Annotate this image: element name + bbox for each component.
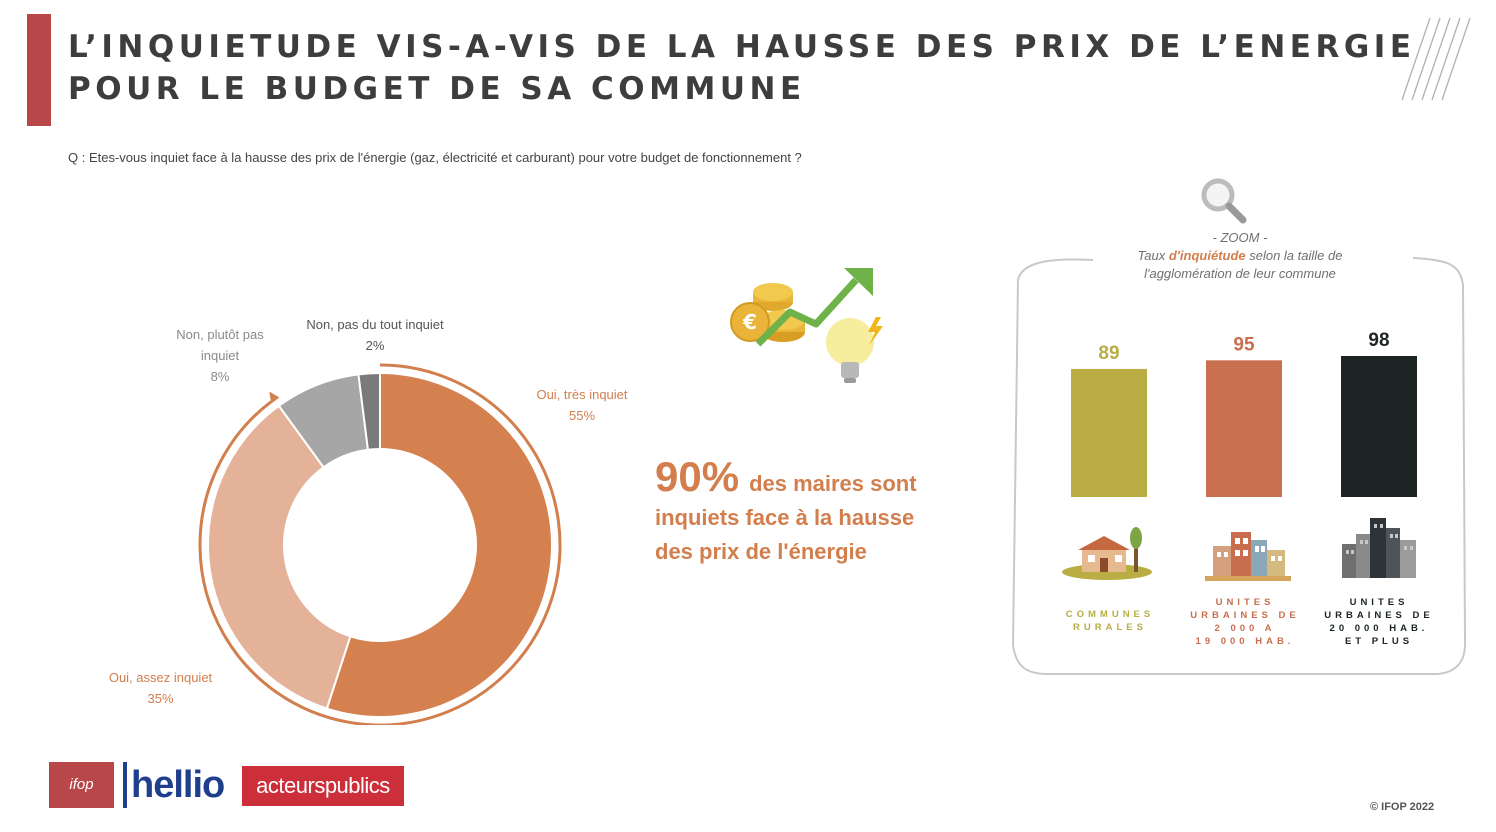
town-buildings-icon [1203,524,1293,587]
zoom-panel-frame [1011,257,1467,675]
city-skyline-icon [1340,514,1420,587]
oui-bracket-arrowhead [269,391,280,404]
kpi-statement: 90% des maires sont inquiets face à la ha… [655,453,917,565]
ifop-logo: ifop [49,762,114,808]
title-line-1: L’INQUIETUDE VIS-A-VIS DE LA HAUSSE DES … [68,29,1416,65]
page-title: L’INQUIETUDE VIS-A-VIS DE LA HAUSSE DES … [68,26,1416,110]
bar-3 [1341,356,1417,497]
decorative-hatch [1401,17,1471,101]
bar-value-label-1: 89 [1098,343,1119,364]
copyright: © IFOP 2022 [1370,801,1435,813]
survey-question: Q : Etes-vous inquiet face à la hausse d… [68,150,802,165]
bar-chart: 89 95 98 [1071,330,1417,497]
donut-slice-2 [207,404,352,710]
donut-chart [198,363,562,725]
acteurspublics-logo: acteurspublics [242,766,404,806]
bar-value-label-3: 98 [1368,330,1389,351]
logo-divider [123,762,127,808]
title-line-2: POUR LE BUDGET DE SA COMMUNE [68,71,806,107]
title-accent-bar [27,14,51,126]
zoom-heading: - ZOOM - Taux d'inquiétude selon la tail… [1137,230,1343,281]
trend-arrow-icon [755,268,873,347]
svg-text:€: € [742,310,757,334]
energy-price-illustration: € [730,268,883,383]
label-assez-inquiet: Oui, assez inquiet 35% [108,670,213,706]
bar-2 [1206,360,1282,497]
magnifier-icon [1201,178,1247,224]
bar-category-20000-plus: UNITES URBAINES DE 20 000 HAB. ET PLUS [1324,597,1434,647]
label-pas-du-tout-inquiet: Non, pas du tout inquiet 2% [306,317,444,353]
bar-category-rurales: COMMUNES RURALES [1065,609,1155,633]
label-tres-inquiet: Oui, très inquiet 55% [536,387,628,423]
kpi-value: 90% [655,453,740,500]
lightbulb-icon [826,317,883,383]
label-plutot-pas-inquiet: Non, plutôt pas inquiet 8% [176,327,264,384]
donut-slice-1 [325,371,553,718]
bar-value-label-2: 95 [1233,334,1255,355]
bar-1 [1071,368,1147,497]
bar-category-2000-19000: UNITES URBAINES DE 2 000 A 19 000 HAB. [1190,597,1300,647]
oui-bracket-ring [198,363,562,725]
donut-slice-4 [357,371,381,451]
rural-house-icon [1060,526,1155,589]
hellio-logo: hellio [131,764,225,806]
